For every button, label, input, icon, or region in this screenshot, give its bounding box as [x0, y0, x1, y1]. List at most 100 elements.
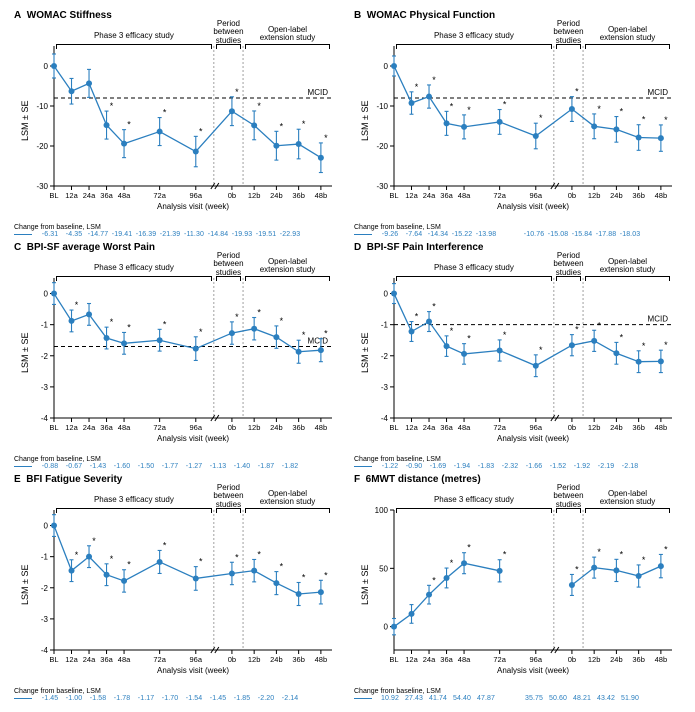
svg-text:*: * [467, 334, 471, 344]
svg-text:*: * [163, 540, 167, 550]
svg-text:-20: -20 [36, 142, 48, 151]
svg-text:12b: 12b [248, 655, 261, 664]
svg-text:48b: 48b [315, 655, 328, 664]
svg-text:*: * [110, 317, 114, 327]
svg-text:12b: 12b [588, 191, 601, 200]
svg-text:24a: 24a [83, 191, 96, 200]
svg-text:72a: 72a [153, 423, 166, 432]
svg-text:*: * [642, 115, 646, 125]
svg-text:48b: 48b [655, 191, 668, 200]
svg-text:*: * [235, 312, 239, 322]
svg-text:*: * [415, 312, 419, 322]
y-axis-label: LSM ± SE [20, 333, 30, 373]
svg-text:0b: 0b [568, 191, 576, 200]
y-axis-label: LSM ± SE [20, 101, 30, 141]
svg-text:24a: 24a [83, 423, 96, 432]
svg-text:48b: 48b [655, 423, 668, 432]
svg-text:*: * [575, 325, 579, 335]
svg-text:-20: -20 [376, 142, 388, 151]
svg-text:96a: 96a [190, 191, 203, 200]
svg-text:*: * [620, 332, 624, 342]
svg-text:*: * [597, 104, 601, 114]
svg-text:*: * [127, 120, 131, 130]
svg-text:*: * [324, 133, 328, 143]
svg-text:BL: BL [389, 655, 398, 664]
svg-text:72a: 72a [153, 191, 166, 200]
svg-text:*: * [127, 560, 131, 570]
svg-text:96a: 96a [190, 655, 203, 664]
svg-text:-4: -4 [381, 414, 389, 423]
svg-text:-30: -30 [376, 182, 388, 191]
svg-text:-10: -10 [376, 102, 388, 111]
svg-text:*: * [302, 572, 306, 582]
x-axis-label: Analysis visit (week) [394, 434, 672, 443]
chart-grid: A WOMAC StiffnessPhase 3 efficacy studyP… [8, 8, 687, 704]
svg-text:*: * [110, 554, 114, 564]
svg-text:-2: -2 [381, 352, 389, 361]
svg-text:72a: 72a [493, 655, 506, 664]
svg-text:0b: 0b [568, 423, 576, 432]
panel-D: D BPI-SF Pain InterferencePhase 3 effica… [348, 240, 688, 472]
footer-values: Change from baseline, LSM-6.31-4.35-14.7… [14, 224, 302, 238]
svg-text:*: * [257, 549, 261, 559]
svg-text:48a: 48a [118, 423, 131, 432]
svg-text:-2: -2 [41, 352, 49, 361]
svg-text:-3: -3 [41, 615, 49, 624]
svg-text:*: * [664, 340, 668, 350]
x-axis-label: Analysis visit (week) [394, 666, 672, 675]
svg-text:36b: 36b [632, 191, 645, 200]
x-axis-label: Analysis visit (week) [54, 666, 332, 675]
svg-text:*: * [450, 558, 454, 568]
svg-text:*: * [597, 547, 601, 557]
svg-text:48a: 48a [458, 423, 471, 432]
svg-text:*: * [642, 555, 646, 565]
x-axis-label: Analysis visit (week) [54, 202, 332, 211]
panel-C: C BPI-SF average Worst PainPhase 3 effic… [8, 240, 348, 472]
svg-text:48a: 48a [118, 655, 131, 664]
svg-text:*: * [257, 308, 261, 318]
svg-text:12b: 12b [248, 423, 261, 432]
svg-text:*: * [163, 319, 167, 329]
svg-text:*: * [503, 550, 507, 560]
svg-text:48b: 48b [315, 423, 328, 432]
svg-text:*: * [450, 101, 454, 111]
svg-text:*: * [503, 100, 507, 110]
svg-text:*: * [163, 108, 167, 118]
svg-text:*: * [110, 101, 114, 111]
svg-text:50: 50 [379, 564, 388, 573]
svg-text:24a: 24a [423, 191, 436, 200]
svg-text:72a: 72a [153, 655, 166, 664]
svg-text:*: * [467, 543, 471, 553]
svg-text:96a: 96a [530, 191, 543, 200]
svg-text:*: * [302, 330, 306, 340]
panel-A: A WOMAC StiffnessPhase 3 efficacy studyP… [8, 8, 348, 240]
svg-text:12a: 12a [405, 655, 418, 664]
svg-text:48a: 48a [458, 655, 471, 664]
svg-text:12a: 12a [65, 191, 78, 200]
svg-text:-1: -1 [41, 321, 49, 330]
svg-text:48a: 48a [458, 191, 471, 200]
svg-text:*: * [432, 302, 436, 312]
panel-E: E BFI Fatigue SeverityPhase 3 efficacy s… [8, 472, 348, 704]
svg-text:-3: -3 [41, 383, 49, 392]
svg-text:*: * [539, 345, 543, 355]
svg-text:36a: 36a [100, 423, 113, 432]
svg-text:-10: -10 [36, 102, 48, 111]
svg-text:12a: 12a [65, 423, 78, 432]
y-axis-label: LSM ± SE [360, 333, 370, 373]
panel-B: B WOMAC Physical FunctionPhase 3 efficac… [348, 8, 688, 240]
svg-text:*: * [75, 300, 79, 310]
footer-values: Change from baseline, LSM10.9227.4341.74… [354, 688, 642, 702]
svg-text:12a: 12a [405, 191, 418, 200]
svg-text:36b: 36b [292, 423, 305, 432]
panel-F: F 6MWT distance (metres)Phase 3 efficacy… [348, 472, 688, 704]
svg-text:24a: 24a [83, 655, 96, 664]
svg-text:96a: 96a [530, 423, 543, 432]
svg-text:24b: 24b [610, 655, 623, 664]
svg-text:36a: 36a [440, 423, 453, 432]
svg-text:*: * [280, 316, 284, 326]
svg-text:12b: 12b [248, 191, 261, 200]
svg-text:24b: 24b [610, 423, 623, 432]
svg-text:MCID: MCID [308, 88, 329, 97]
svg-text:0: 0 [384, 290, 389, 299]
